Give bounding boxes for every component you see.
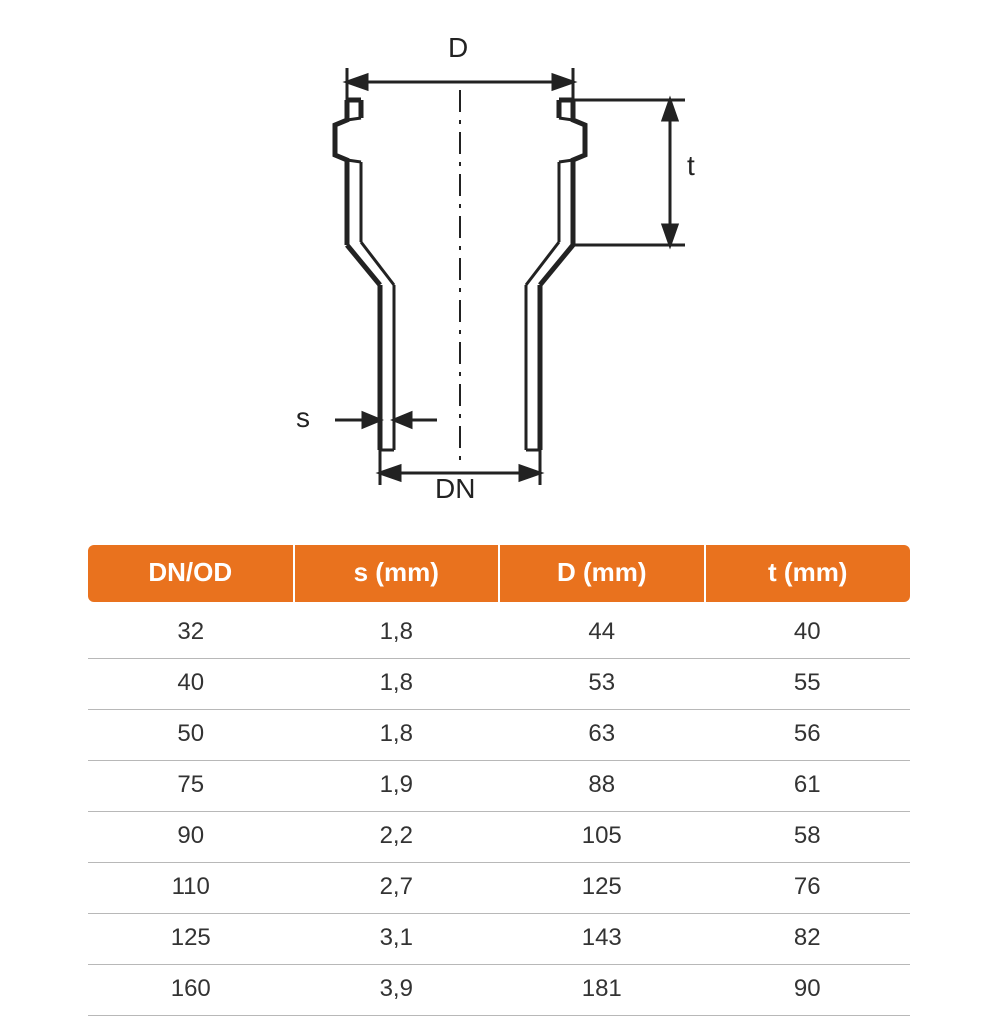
table-cell: 88 [499, 761, 705, 812]
table-cell: 1,8 [294, 659, 500, 710]
table-cell: 53 [499, 659, 705, 710]
table-cell: 1,8 [294, 710, 500, 761]
table-cell: 3,9 [294, 965, 500, 1016]
table-row: 125 3,1 143 82 [88, 914, 910, 965]
table-cell: 105 [499, 812, 705, 863]
spec-table-container: DN/OD s (mm) D (mm) t (mm) 32 1,8 44 40 … [88, 545, 910, 1016]
table-cell: 143 [499, 914, 705, 965]
table-cell: 56 [705, 710, 911, 761]
table-cell: 90 [88, 812, 294, 863]
table-cell: 76 [705, 863, 911, 914]
table-body: 32 1,8 44 40 40 1,8 53 55 50 1,8 63 56 7… [88, 602, 910, 1016]
table-cell: 63 [499, 710, 705, 761]
table-row: 160 3,9 181 90 [88, 965, 910, 1016]
table-cell: 2,7 [294, 863, 500, 914]
table-cell: 58 [705, 812, 911, 863]
dim-label-s: s [296, 402, 310, 434]
table-row: 75 1,9 88 61 [88, 761, 910, 812]
table-cell: 125 [499, 863, 705, 914]
table-row: 32 1,8 44 40 [88, 602, 910, 659]
col-header: s (mm) [294, 545, 500, 602]
table-row: 110 2,7 125 76 [88, 863, 910, 914]
col-header: DN/OD [88, 545, 294, 602]
table-row: 90 2,2 105 58 [88, 812, 910, 863]
table-cell: 110 [88, 863, 294, 914]
col-header: D (mm) [499, 545, 705, 602]
table-cell: 61 [705, 761, 911, 812]
table-cell: 181 [499, 965, 705, 1016]
table-cell: 44 [499, 602, 705, 659]
table-cell: 40 [88, 659, 294, 710]
table-cell: 55 [705, 659, 911, 710]
table-row: 50 1,8 63 56 [88, 710, 910, 761]
table-cell: 125 [88, 914, 294, 965]
table-row: 40 1,8 53 55 [88, 659, 910, 710]
dim-label-dn: DN [435, 473, 475, 505]
dim-label-t: t [687, 150, 695, 182]
table-cell: 160 [88, 965, 294, 1016]
table-cell: 82 [705, 914, 911, 965]
table-cell: 2,2 [294, 812, 500, 863]
table-header-row: DN/OD s (mm) D (mm) t (mm) [88, 545, 910, 602]
dim-label-d: D [448, 32, 468, 64]
spec-table: DN/OD s (mm) D (mm) t (mm) 32 1,8 44 40 … [88, 545, 910, 1016]
technical-drawing: D t s DN [175, 30, 825, 500]
table-cell: 75 [88, 761, 294, 812]
table-cell: 90 [705, 965, 911, 1016]
pipe-fitting-svg [175, 30, 825, 500]
table-cell: 1,9 [294, 761, 500, 812]
table-cell: 40 [705, 602, 911, 659]
table-cell: 50 [88, 710, 294, 761]
table-cell: 32 [88, 602, 294, 659]
table-cell: 1,8 [294, 602, 500, 659]
table-cell: 3,1 [294, 914, 500, 965]
col-header: t (mm) [705, 545, 911, 602]
